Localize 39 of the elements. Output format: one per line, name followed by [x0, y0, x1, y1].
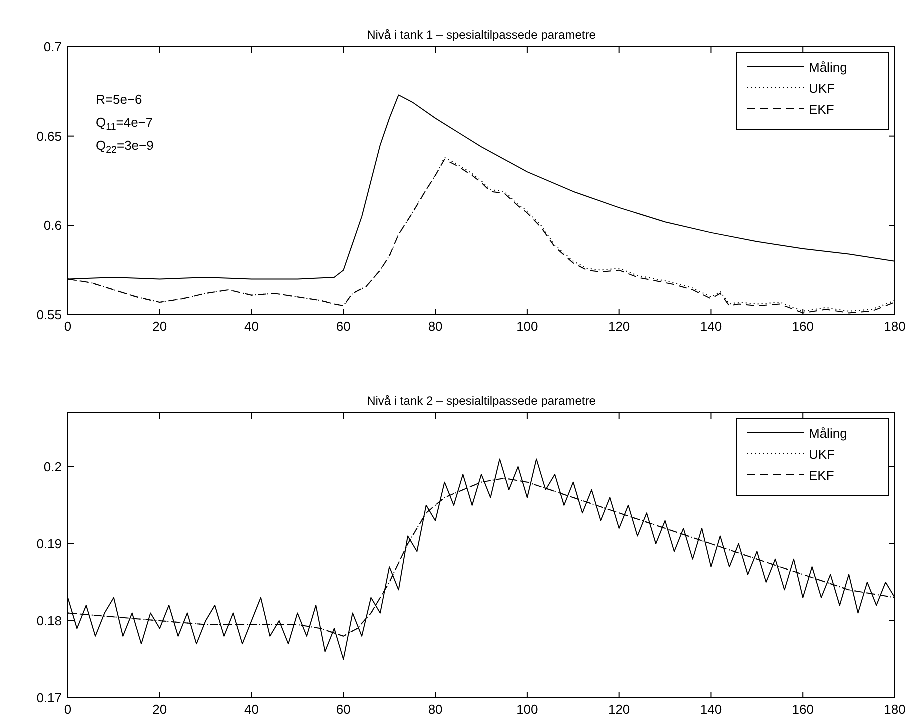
y-tick-label: 0.17: [36, 690, 62, 706]
x-tick-label: 120: [608, 702, 630, 717]
x-tick-label: 180: [884, 319, 906, 334]
chart-title: Nivå i tank 1 – spesialtilpassede parametre: [367, 28, 596, 42]
annotation: Q$_{22}$=3e−9: [96, 138, 154, 156]
legend-label: Måling: [809, 426, 848, 441]
x-tick-label: 180: [884, 702, 906, 717]
y-tick-label: 0.65: [36, 128, 62, 144]
y-tick-label: 0.18: [36, 613, 62, 628]
legend-label: UKF: [809, 447, 836, 462]
legend-label: Måling: [809, 60, 848, 75]
y-tick-label: 0.19: [36, 536, 62, 552]
x-tick-label: 0: [64, 702, 72, 717]
y-tick-label: 0.55: [36, 308, 62, 322]
y-tick-label: 0.6: [44, 218, 62, 234]
x-tick-label: 40: [244, 319, 260, 334]
annotation: R=5e−6: [96, 92, 142, 107]
x-tick-label: 20: [152, 319, 168, 334]
y-tick-label: 0.2: [44, 459, 62, 474]
y-tick-label: 0.7: [44, 40, 62, 54]
legend-label: EKF: [809, 468, 834, 483]
x-tick-label: 80: [428, 702, 443, 717]
x-tick-label: 80: [428, 319, 443, 334]
x-tick-label: 0: [64, 319, 72, 334]
x-tick-label: 160: [792, 702, 814, 717]
x-tick-label: 160: [792, 319, 814, 334]
x-tick-label: 20: [152, 702, 168, 717]
x-tick-label: 60: [336, 319, 351, 334]
x-tick-label: 140: [700, 702, 722, 717]
chart-title: Nivå i tank 2 – spesialtilpassede parametre: [367, 394, 596, 408]
legend-label: EKF: [809, 102, 834, 117]
x-tick-label: 60: [336, 702, 351, 717]
x-tick-label: 40: [244, 702, 260, 717]
x-tick-label: 140: [700, 319, 722, 334]
x-tick-label: 100: [516, 319, 538, 334]
x-tick-label: 100: [516, 702, 538, 717]
x-tick-label: 120: [608, 319, 630, 334]
annotation: Q$_{11}$=4e−7: [96, 115, 154, 134]
legend-label: UKF: [809, 81, 836, 96]
